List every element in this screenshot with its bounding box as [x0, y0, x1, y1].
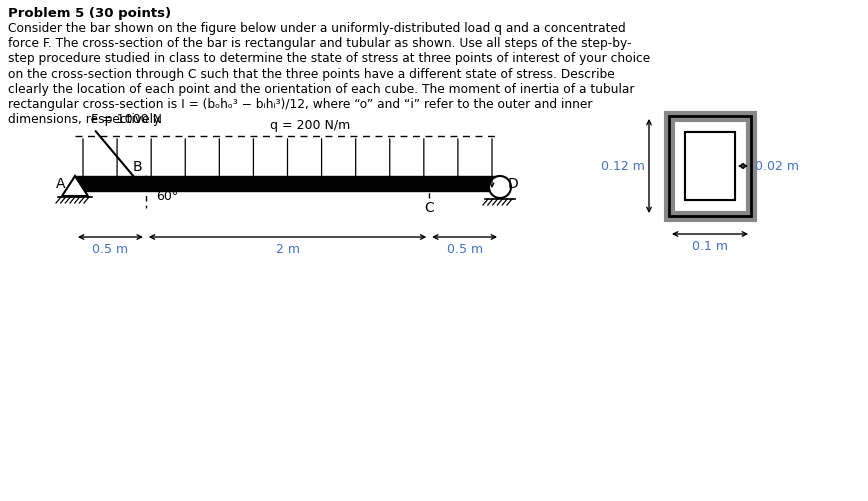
Bar	[669, 116, 751, 216]
Circle shape	[489, 176, 511, 198]
Text: 0.1 m: 0.1 m	[692, 240, 728, 253]
Text: 60°: 60°	[156, 189, 178, 202]
Polygon shape	[62, 176, 88, 196]
Text: Consider the bar shown on the figure below under a uniformly-distributed load q : Consider the bar shown on the figure bel…	[8, 22, 626, 35]
Bar	[685, 132, 735, 200]
Bar	[669, 116, 751, 216]
Text: 0.5 m: 0.5 m	[92, 243, 128, 256]
Text: D: D	[508, 176, 519, 190]
Bar	[75, 176, 500, 191]
Bar	[685, 132, 735, 200]
Text: 0.5 m: 0.5 m	[446, 243, 483, 256]
Text: dimensions, respectively.: dimensions, respectively.	[8, 113, 162, 126]
Text: F = 1000 N: F = 1000 N	[91, 113, 161, 126]
Text: C: C	[424, 201, 434, 215]
Text: clearly the location of each point and the orientation of each cube. The moment : clearly the location of each point and t…	[8, 83, 635, 96]
Text: 2 m: 2 m	[275, 243, 299, 256]
Text: 0.02 m: 0.02 m	[755, 159, 799, 172]
Text: q = 200 N/m: q = 200 N/m	[270, 119, 350, 132]
Text: Problem 5 (30 points): Problem 5 (30 points)	[8, 7, 171, 20]
Text: force F. The cross-section of the bar is rectangular and tubular as shown. Use a: force F. The cross-section of the bar is…	[8, 37, 632, 50]
Bar	[669, 116, 751, 216]
Text: step procedure studied in class to determine the state of stress at three points: step procedure studied in class to deter…	[8, 53, 650, 66]
Text: on the cross-section through C such that the three points have a different state: on the cross-section through C such that…	[8, 68, 615, 81]
Text: B: B	[132, 160, 141, 174]
Text: rectangular cross-section is I = (bₒhₒ³ − bᵢhᵢ³)/12, where “o” and “i” refer to : rectangular cross-section is I = (bₒhₒ³ …	[8, 98, 593, 111]
Text: A: A	[56, 176, 65, 190]
Text: 0.12 m: 0.12 m	[602, 159, 645, 172]
